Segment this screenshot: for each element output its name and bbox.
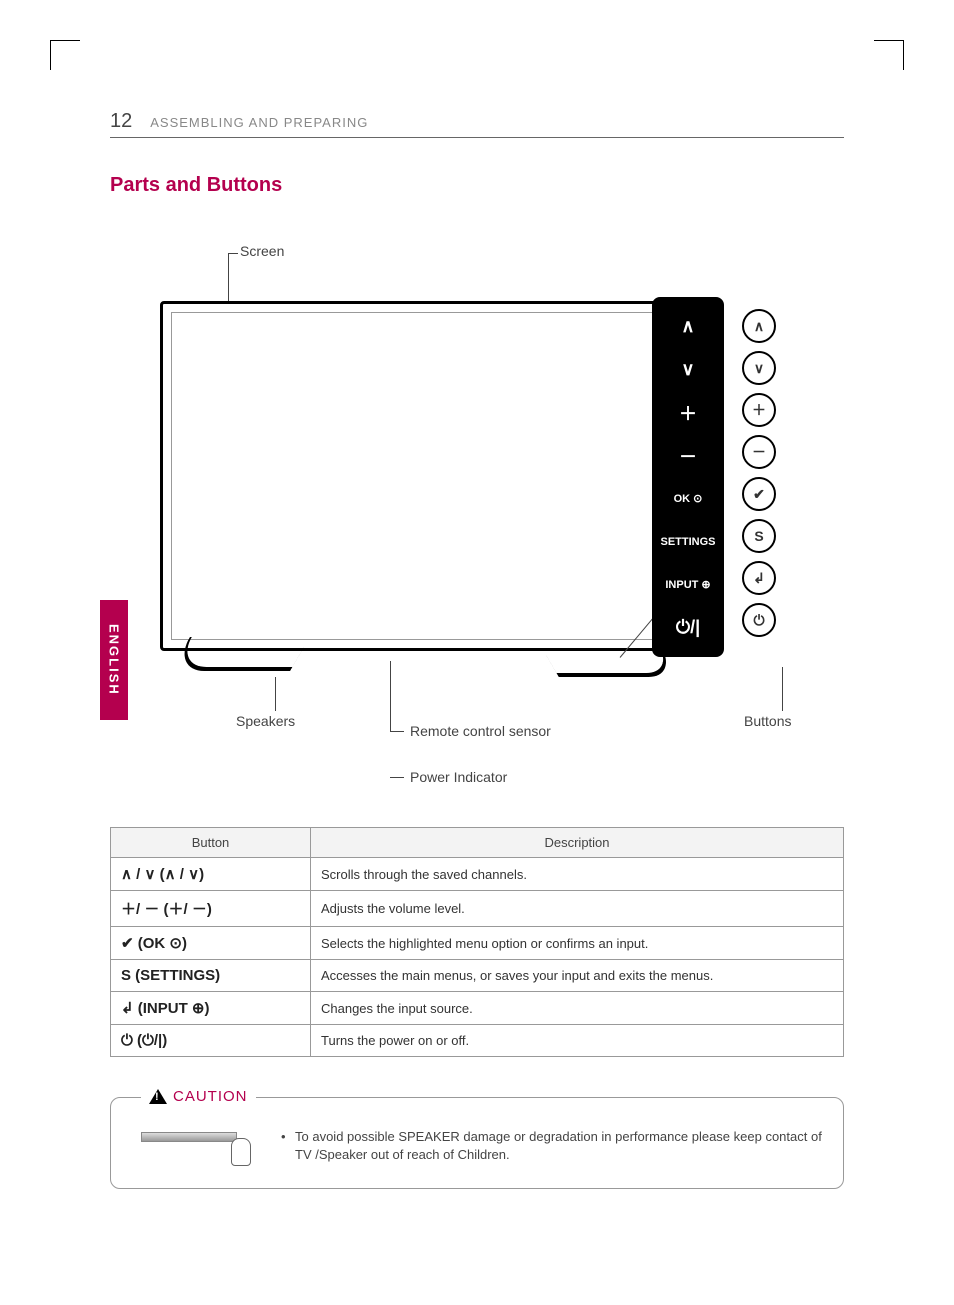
table-row: ⏻ (⏻/|)Turns the power on or off. (111, 1025, 844, 1057)
label-speakers: Speakers (236, 713, 295, 729)
warning-icon (149, 1089, 167, 1104)
cell-button: ∧ / ∨ (∧ / ∨) (111, 858, 311, 891)
label-power-indicator: Power Indicator (410, 769, 507, 785)
table-row: ∧ / ∨ (∧ / ∨)Scrolls through the saved c… (111, 858, 844, 891)
table-row: ↲ (INPUT ⊕)Changes the input source. (111, 992, 844, 1025)
page-number: 12 (110, 110, 132, 133)
caution-header: CAUTION (141, 1088, 256, 1105)
cell-button: ⏻ (⏻/|) (111, 1025, 311, 1057)
cell-description: Accesses the main menus, or saves your i… (311, 960, 844, 992)
table-header-button: Button (111, 828, 311, 858)
speaker-bar-icon (141, 1132, 237, 1142)
page-header: 12 ASSEMBLING AND PREPARING (110, 110, 844, 138)
cell-description: Scrolls through the saved channels. (311, 858, 844, 891)
caution-text: To avoid possible SPEAKER damage or degr… (281, 1128, 823, 1164)
cell-button: S (SETTINGS) (111, 960, 311, 992)
button-up-icon: ∧ (742, 309, 776, 343)
leader-line (228, 253, 238, 254)
table-row: ＋/ － (＋/ －)Adjusts the volume level. (111, 891, 844, 927)
leader-line (390, 731, 404, 732)
cell-description: Selects the highlighted menu option or c… (311, 927, 844, 960)
table-header-description: Description (311, 828, 844, 858)
leader-line (275, 677, 276, 711)
leader-line (390, 661, 391, 731)
caution-illustration (141, 1122, 251, 1174)
button-settings-icon: S (742, 519, 776, 553)
button-panel-wrap: ∧ ∨ ＋ － OK ⊙ SETTINGS INPUT ⊕ ⏻/| ∧ ∨ ＋ … (652, 297, 776, 657)
label-remote-sensor: Remote control sensor (410, 723, 551, 739)
caution-box: CAUTION To avoid possible SPEAKER damage… (110, 1097, 844, 1189)
cell-button: ✔ (OK ⊙) (111, 927, 311, 960)
table-row: S (SETTINGS)Accesses the main menus, or … (111, 960, 844, 992)
caution-label-text: CAUTION (173, 1088, 248, 1105)
physical-buttons-column: ∧ ∨ ＋ － ✔ S ↲ ⏻ (742, 309, 776, 637)
cell-button: ＋/ － (＋/ －) (111, 891, 311, 927)
tv-button-panel: ∧ ∨ ＋ － OK ⊙ SETTINGS INPUT ⊕ ⏻/| (652, 297, 724, 657)
tv-inner-bezel (171, 312, 709, 640)
panel-plus-icon: ＋ (679, 395, 697, 430)
label-screen: Screen (240, 243, 284, 259)
panel-settings-label: SETTINGS (660, 524, 715, 559)
section-title: Parts and Buttons (110, 174, 904, 197)
cell-description: Adjusts the volume level. (311, 891, 844, 927)
page: 12 ASSEMBLING AND PREPARING Parts and Bu… (50, 0, 904, 1305)
panel-up-icon: ∧ (681, 309, 694, 344)
panel-minus-icon: － (679, 438, 697, 473)
leader-line (782, 667, 783, 711)
label-buttons: Buttons (744, 713, 791, 729)
button-down-icon: ∨ (742, 351, 776, 385)
button-power-icon: ⏻ (742, 603, 776, 637)
tv-screen (160, 301, 720, 651)
button-description-table: Button Description ∧ / ∨ (∧ / ∨)Scrolls … (110, 827, 844, 1057)
panel-input-label: INPUT ⊕ (665, 567, 710, 602)
leader-line (390, 777, 404, 778)
button-minus-icon: － (742, 435, 776, 469)
button-input-icon: ↲ (742, 561, 776, 595)
tv-diagram: Screen Speakers Remote control sensor Po… (110, 237, 844, 797)
panel-ok-label: OK ⊙ (674, 481, 703, 516)
panel-power-icon: ⏻/| (676, 610, 700, 645)
tv-stand-left (170, 637, 310, 671)
button-plus-icon: ＋ (742, 393, 776, 427)
hand-icon (231, 1138, 251, 1166)
table-row: ✔ (OK ⊙)Selects the highlighted menu opt… (111, 927, 844, 960)
header-section: ASSEMBLING AND PREPARING (150, 115, 368, 130)
caution-list: To avoid possible SPEAKER damage or degr… (281, 1128, 823, 1164)
panel-down-icon: ∨ (681, 352, 694, 387)
cell-button: ↲ (INPUT ⊕) (111, 992, 311, 1025)
cell-description: Changes the input source. (311, 992, 844, 1025)
cell-description: Turns the power on or off. (311, 1025, 844, 1057)
button-ok-icon: ✔ (742, 477, 776, 511)
